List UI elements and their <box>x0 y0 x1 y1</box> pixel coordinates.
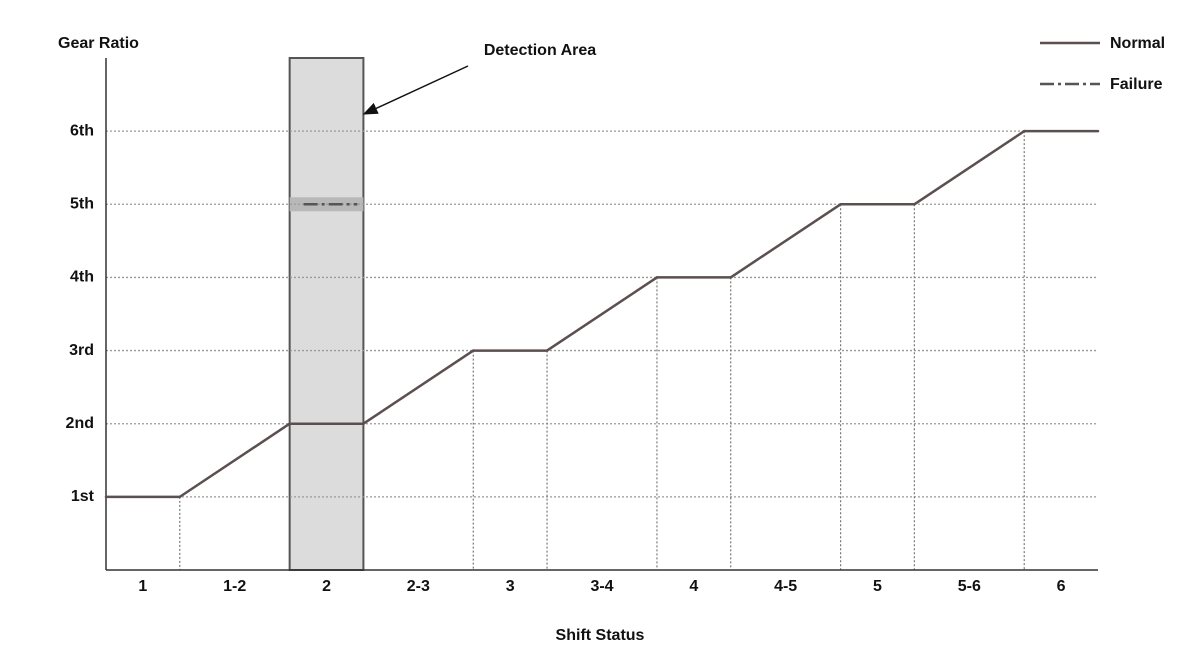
y-tick-label: 5th <box>70 196 94 213</box>
x-tick-label: 6 <box>1057 578 1066 595</box>
y-tick-label: 2nd <box>66 415 94 432</box>
x-tick-label: 4-5 <box>774 578 797 595</box>
annotation: Detection Area <box>484 42 596 59</box>
x-tick-label: 4 <box>689 578 698 595</box>
series-line <box>362 349 475 425</box>
background-layer <box>106 57 1098 571</box>
x-tick-label: 2-3 <box>407 578 430 595</box>
x-tick-label: 1 <box>138 578 147 595</box>
x-tick-label: 3 <box>506 578 515 595</box>
legend-label: Normal <box>1110 35 1165 52</box>
series-line <box>545 276 659 352</box>
y-tick-label: 1st <box>71 488 95 505</box>
x-tick-label: 2 <box>322 578 331 595</box>
x-axis-label: Shift Status <box>556 627 645 644</box>
x-tick-label: 3-4 <box>590 578 613 595</box>
detection-area <box>288 57 365 571</box>
x-tick-label: 5 <box>873 578 882 595</box>
x-tick-label: 5-6 <box>958 578 981 595</box>
series-line <box>913 129 1026 206</box>
series-line <box>729 203 842 279</box>
y-tick-label: 6th <box>70 122 94 139</box>
series-line <box>178 422 291 499</box>
annotation-arrow <box>362 65 469 115</box>
x-tick-label: 1-2 <box>223 578 246 595</box>
y-tick-label: 4th <box>70 269 94 286</box>
legend-label: Failure <box>1110 76 1163 93</box>
y-tick-label: 3rd <box>69 342 94 359</box>
y-axis-label: Gear Ratio <box>58 35 139 52</box>
